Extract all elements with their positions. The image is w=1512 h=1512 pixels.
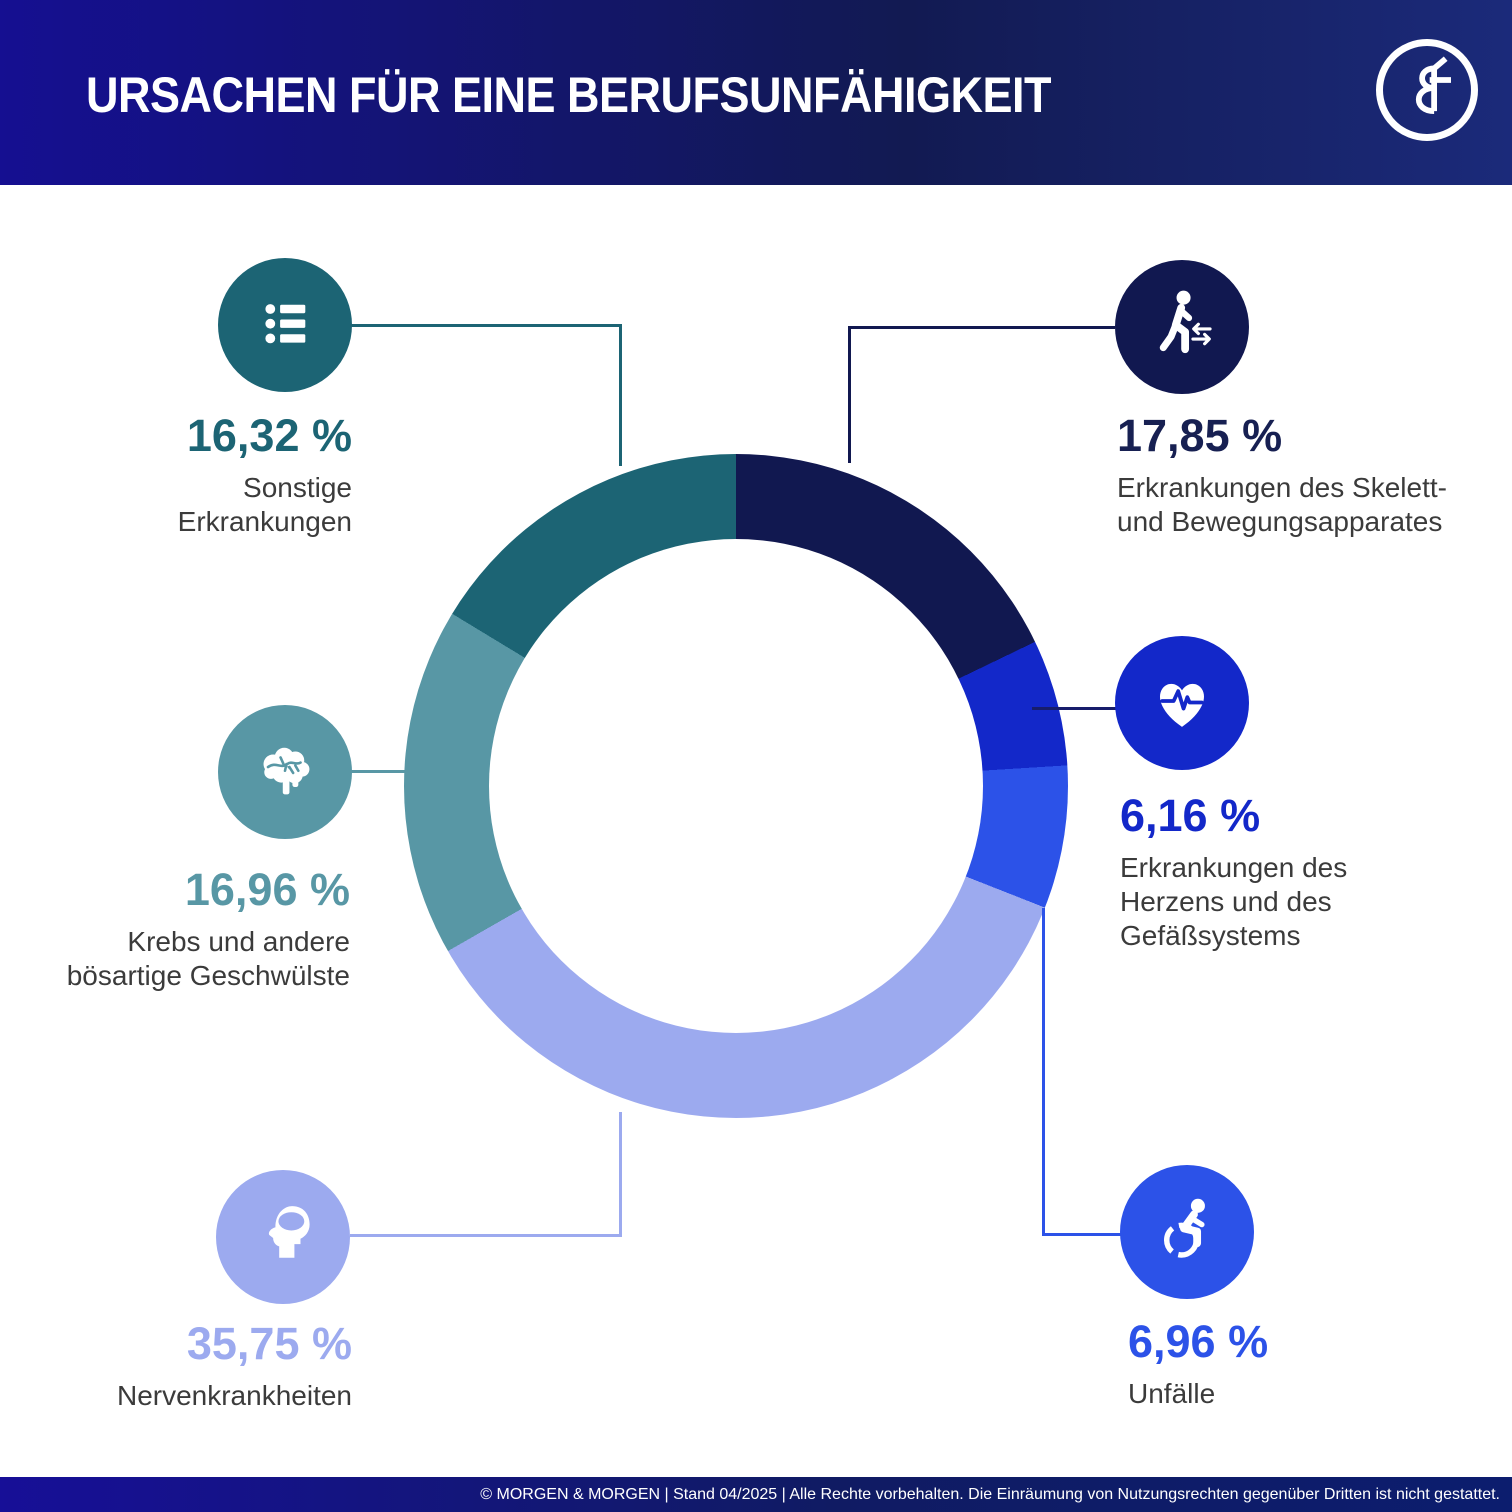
stat-percentage: 35,75 % (186, 1318, 352, 1369)
stat-label: Nervenkrankheiten (116, 1380, 352, 1411)
stat-label: Erkrankungen des Skelett- und Bewegungsa… (1117, 472, 1447, 537)
connector-nerven-vertical (619, 1112, 622, 1237)
brand-logo (1376, 39, 1478, 141)
header-bar: URSACHEN FÜR EINE BERUFSUNFÄHIGKEIT (0, 0, 1512, 185)
connector-unfaelle-vertical (1042, 908, 1045, 1236)
stat-unfaelle: 6,96 % Unfälle (1128, 1316, 1268, 1411)
stat-label: Sonstige Erkrankungen (177, 472, 352, 537)
connector-krebs-horizontal (350, 770, 412, 773)
stat-skelett: 17,85 % Erkrankungen des Skelett- und Be… (1117, 410, 1447, 539)
stat-herz: 6,16 % Erkrankungen des Herzens und des … (1120, 790, 1347, 953)
bullet-list-icon (250, 288, 320, 363)
head-brain-icon (245, 1197, 321, 1278)
stat-percentage: 16,32 % (186, 410, 352, 461)
connector-sonstige-horizontal (350, 324, 622, 327)
stat-percentage: 16,96 % (184, 864, 350, 915)
stat-percentage: 17,85 % (1117, 410, 1283, 461)
stat-label: Unfälle (1128, 1378, 1216, 1409)
wheelchair-icon (1148, 1191, 1226, 1274)
stat-percentage: 6,16 % (1120, 790, 1261, 841)
walking-person-icon (1143, 286, 1221, 369)
icon-circle-unfaelle (1120, 1165, 1254, 1299)
icon-circle-sonstige (218, 258, 352, 392)
stat-nerven: 35,75 % Nervenkrankheiten (117, 1318, 352, 1413)
ecg-line (1160, 688, 1204, 710)
heart-ecg-icon (1144, 663, 1220, 744)
connector-sonstige-vertical (619, 324, 622, 466)
copyright-text: © MORGEN & MORGEN | Stand 04/2025 | Alle… (480, 1485, 1500, 1503)
connector-nerven-horizontal (350, 1234, 622, 1237)
icon-circle-nerven (216, 1170, 350, 1304)
connector-skelett-horizontal (848, 326, 1115, 329)
stat-label: Erkrankungen des Herzens und des Gefäßsy… (1120, 852, 1348, 951)
page-title: URSACHEN FÜR EINE BERUFSUNFÄHIGKEIT (86, 66, 1052, 124)
stat-percentage: 6,96 % (1128, 1316, 1269, 1367)
icon-circle-krebs (218, 705, 352, 839)
connector-skelett-vertical (848, 326, 851, 463)
icon-circle-skelett (1115, 260, 1249, 394)
brain-icon (248, 733, 322, 812)
stat-label: Krebs und andere bösartige Geschwülste (66, 926, 350, 991)
connector-unfaelle-horizontal (1042, 1233, 1124, 1236)
stat-sonstige-erkrankungen: 16,32 % Sonstige Erkrankungen (178, 410, 352, 539)
ampersand-logo-icon (1400, 55, 1454, 125)
connector-herz-horizontal (1032, 707, 1117, 710)
footer-bar: © MORGEN & MORGEN | Stand 04/2025 | Alle… (0, 1477, 1512, 1512)
icon-circle-herz (1115, 636, 1249, 770)
donut-chart-hole (489, 539, 983, 1033)
stat-krebs: 16,96 % Krebs und andere bösartige Gesch… (67, 864, 350, 993)
